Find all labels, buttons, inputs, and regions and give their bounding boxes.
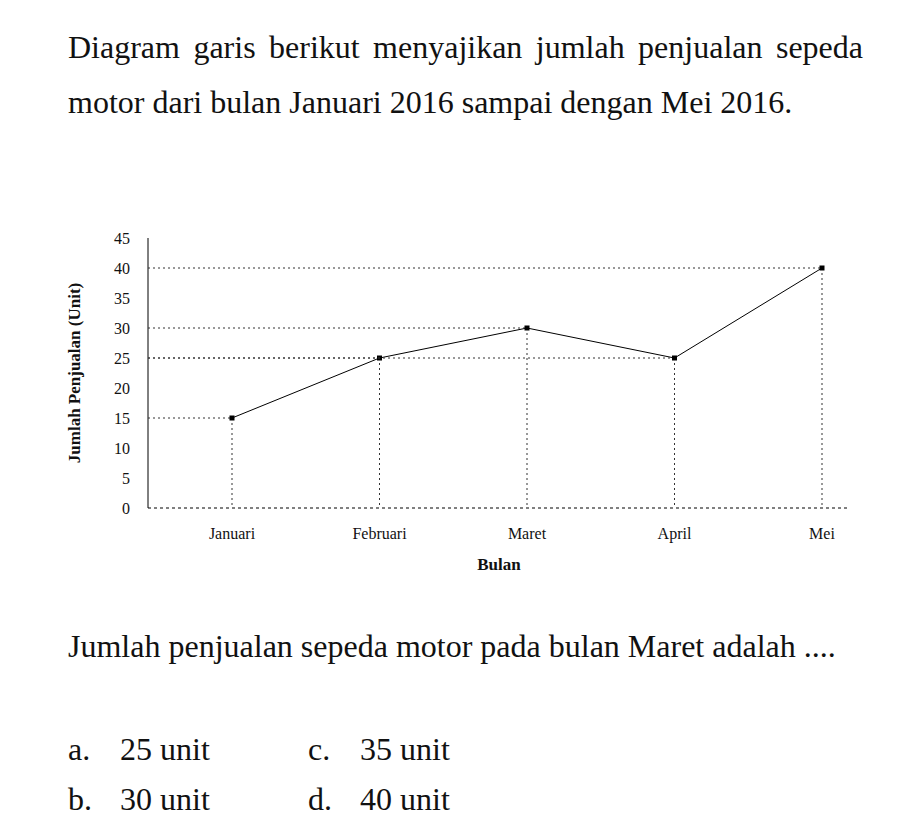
svg-text:Bulan: Bulan xyxy=(477,555,521,574)
svg-text:10: 10 xyxy=(114,440,130,457)
svg-text:Jumlah Penjualan (Unit): Jumlah Penjualan (Unit) xyxy=(65,283,84,463)
svg-text:45: 45 xyxy=(114,230,130,247)
html-text:c.: c. xyxy=(308,731,331,767)
svg-text:Maret: Maret xyxy=(508,525,547,542)
html-text:25 unit: 25 unit xyxy=(120,731,210,767)
svg-text:0: 0 xyxy=(122,500,130,517)
svg-text:35: 35 xyxy=(114,290,130,307)
html-text:b.: b. xyxy=(68,781,92,817)
svg-text:Januari: Januari xyxy=(209,525,256,542)
html-text:40 unit: 40 unit xyxy=(360,781,450,817)
svg-text:Mei: Mei xyxy=(809,525,835,542)
svg-text:20: 20 xyxy=(114,380,130,397)
html-text:35 unit: 35 unit xyxy=(360,731,450,767)
html-text:d.: d. xyxy=(308,781,332,817)
svg-text:40: 40 xyxy=(114,260,130,277)
svg-text:April: April xyxy=(658,525,692,543)
html-text:a.: a. xyxy=(68,731,91,767)
html-text:Jumlah penjualan sepeda motor: Jumlah penjualan sepeda motor pada bulan… xyxy=(68,628,836,664)
svg-text:25: 25 xyxy=(114,350,130,367)
html-text:Diagram garis berikut menyajik: Diagram garis berikut menyajikan jumlah … xyxy=(68,29,863,120)
svg-text:15: 15 xyxy=(114,410,130,427)
svg-text:30: 30 xyxy=(114,320,130,337)
svg-text:Februari: Februari xyxy=(352,525,407,542)
html-text:30 unit: 30 unit xyxy=(120,781,210,817)
svg-text:5: 5 xyxy=(122,470,130,487)
